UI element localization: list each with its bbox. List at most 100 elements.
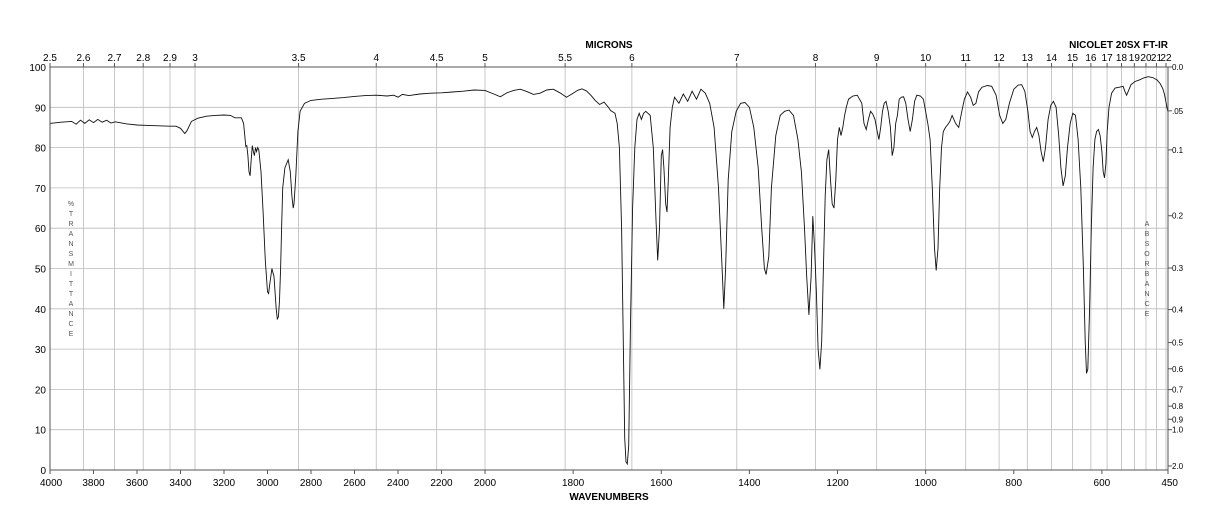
x-tick-label: 800: [1005, 478, 1022, 489]
y-tick-label: 70: [35, 184, 47, 195]
x-tick-label: 600: [1094, 478, 1111, 489]
x-tick-label: 3000: [256, 478, 279, 489]
absorbance-tick-label: 0.5: [1172, 339, 1184, 348]
x-tick-label: 1800: [562, 478, 585, 489]
left-axis-label-char: T: [69, 281, 74, 288]
micron-tick-label: 19: [1129, 53, 1141, 64]
x-tick-label: 2000: [474, 478, 497, 489]
micron-tick-label: 5.5: [558, 53, 572, 64]
right-axis-label-char: N: [1144, 291, 1149, 298]
y-tick-label: 0: [40, 466, 46, 477]
absorbance-tick-label: 0.0: [1172, 63, 1184, 72]
y-tick-label: 60: [35, 224, 47, 235]
micron-tick-label: 12: [994, 53, 1006, 64]
x-tick-label: 2800: [300, 478, 323, 489]
right-axis-label-char: A: [1145, 221, 1150, 228]
plot-frame: [49, 66, 1169, 471]
micron-tick-label: 11: [961, 53, 972, 64]
x-tick-label: 450: [1161, 478, 1178, 489]
x-tick-label: 2600: [343, 478, 366, 489]
x-tick-label: 3600: [126, 478, 149, 489]
absorbance-tick-label: 0.4: [1172, 306, 1184, 315]
spectrum-trace: [49, 76, 1169, 466]
micron-tick-label: 7: [734, 53, 740, 64]
absorbance-tick-label: 0.6: [1172, 365, 1184, 374]
left-axis-label-char: %: [68, 201, 74, 208]
micron-tick-label: 6: [629, 53, 635, 64]
left-axis-label-char: A: [69, 231, 74, 238]
left-axis-label-char: N: [68, 311, 73, 318]
micron-tick-label: 18: [1116, 53, 1128, 64]
x-tick-label: 3800: [82, 478, 105, 489]
x-tick-label: 3200: [213, 478, 236, 489]
absorbance-tick-label: 2.0: [1172, 462, 1184, 471]
absorbance-tick-label: 0.1: [1172, 146, 1184, 155]
micron-tick-label: 22: [1160, 53, 1172, 64]
right-axis-label-char: E: [1145, 311, 1150, 318]
micron-tick-label: 10: [920, 53, 932, 64]
micron-tick-label: 8: [813, 53, 819, 64]
y-tick-label: 90: [35, 103, 47, 114]
right-axis-label-char: B: [1145, 271, 1150, 278]
micron-tick-label: 4.5: [430, 53, 444, 64]
micron-tick-label: 14: [1046, 53, 1058, 64]
left-axis-label-char: A: [69, 301, 74, 308]
left-axis-label-char: R: [68, 221, 73, 228]
y-tick-label: 30: [35, 345, 47, 356]
top-axis-title: MICRONS: [585, 40, 633, 51]
left-axis-label-char: I: [70, 271, 72, 278]
micron-tick-label: 13: [1022, 53, 1034, 64]
micron-tick-label: 2.9: [163, 53, 177, 64]
micron-tick-label: 15: [1067, 53, 1079, 64]
absorbance-tick-label: 1.0: [1172, 426, 1184, 435]
absorbance-tick-label: .05: [1172, 107, 1184, 116]
x-tick-label: 1200: [826, 478, 849, 489]
right-axis-label-char: B: [1145, 231, 1150, 238]
x-tick-label: 3400: [169, 478, 192, 489]
left-axis-label-char: E: [69, 331, 74, 338]
x-tick-label: 2200: [430, 478, 453, 489]
micron-tick-label: 4: [373, 53, 379, 64]
y-tick-label: 10: [35, 426, 47, 437]
y-tick-label: 40: [35, 305, 47, 316]
grid: [49, 63, 1172, 474]
x-tick-label: 1600: [650, 478, 673, 489]
right-axis-label-char: R: [1144, 261, 1149, 268]
instrument-label: NICOLET 20SX FT-IR: [1069, 40, 1169, 51]
y-tick-label: 20: [35, 385, 47, 396]
left-axis-label-char: M: [68, 261, 74, 268]
x-tick-label: 2400: [387, 478, 410, 489]
micron-tick-label: 2.6: [77, 53, 91, 64]
spectrum-trace-layer: [49, 76, 1169, 466]
micron-tick-label: 3.5: [292, 53, 306, 64]
y-tick-label: 80: [35, 144, 47, 155]
absorbance-tick-label: 0.2: [1172, 212, 1184, 221]
left-axis-label-char: C: [68, 321, 73, 328]
absorbance-tick-label: 0.8: [1172, 402, 1184, 411]
micron-tick-label: 16: [1085, 53, 1097, 64]
absorbance-tick-label: 0.7: [1172, 386, 1184, 395]
right-axis-label-char: O: [1144, 251, 1150, 258]
micron-tick-label: 20: [1140, 53, 1152, 64]
x-axis-title: WAVENUMBERS: [569, 492, 649, 503]
left-axis-label-char: T: [69, 211, 74, 218]
x-tick-label: 4000: [40, 478, 63, 489]
micron-tick-label: 2.8: [136, 53, 150, 64]
x-tick-label: 1000: [915, 478, 938, 489]
micron-tick-label: 17: [1102, 53, 1114, 64]
micron-tick-label: 3: [192, 53, 198, 64]
absorbance-tick-label: 0.3: [1172, 264, 1184, 273]
x-tick-label: 1400: [738, 478, 761, 489]
micron-tick-label: 21: [1151, 53, 1163, 64]
right-axis-label-char: S: [1145, 241, 1150, 248]
micron-tick-label: 5: [482, 53, 488, 64]
micron-tick-label: 2.7: [107, 53, 121, 64]
left-axis-label-char: N: [68, 241, 73, 248]
y-tick-label: 100: [29, 63, 46, 74]
absorbance-tick-label: 0.9: [1172, 415, 1184, 424]
left-axis-label-char: S: [69, 251, 74, 258]
y-tick-label: 50: [35, 265, 47, 276]
